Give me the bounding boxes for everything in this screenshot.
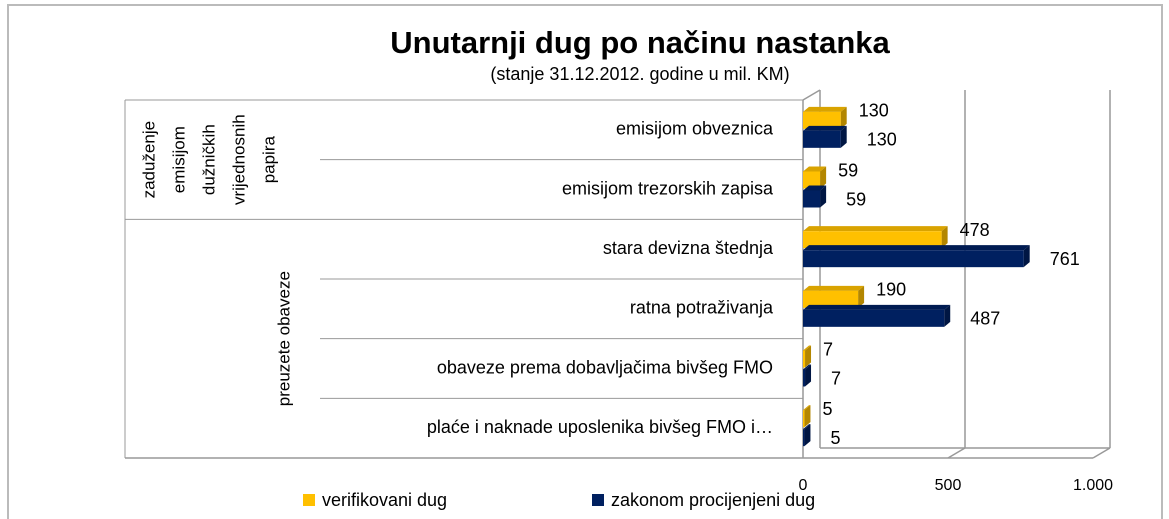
group-label: papira [259,135,278,183]
bar-depth [803,166,827,172]
bar-depth [840,106,847,129]
value-label: 190 [876,280,906,300]
value-label: 5 [822,399,832,419]
bar-depth [820,185,827,208]
bar [803,290,859,308]
wall-line [802,89,821,101]
value-label: 130 [867,130,897,150]
legend-swatch [592,494,604,506]
bar-depth [803,125,847,131]
y-tick-label: obaveze prema dobavljačima bivšeg FMO [437,357,773,377]
y-tick-label: plaće i naknade uposlenika bivšeg FMO i… [427,417,773,437]
group-label: dužničkih [199,124,218,195]
legend-label: zakonom procijenjeni dug [611,490,815,510]
bar-depth [803,424,811,430]
bar-depth [803,245,1030,251]
bar-depth [1023,245,1030,268]
chart-title: Unutarnji dug po načinu nastanka [390,25,890,60]
y-tick-label: ratna potraživanja [630,298,774,318]
value-label: 7 [831,368,841,388]
legend-swatch [303,494,315,506]
bar-depth [858,285,865,308]
grid-depth [1092,447,1111,459]
x-tick-label: 1.000 [1073,477,1113,494]
value-label: 7 [823,339,833,359]
group-label: emisijom [169,126,188,193]
bar [803,171,821,189]
bar-depth [944,304,951,327]
bar-depth [820,166,827,189]
value-label: 59 [838,160,858,180]
bar-depth [803,405,811,411]
group-label: preuzete obaveze [274,271,293,406]
value-label: 130 [859,101,889,121]
y-tick-label: emisijom trezorskih zapisa [562,178,774,198]
bar-depth [803,106,847,112]
y-tick-label: stara devizna štednja [603,238,774,258]
bar [803,429,805,447]
bar-depth [804,424,811,447]
value-label: 59 [846,189,866,209]
bar [803,250,1024,268]
legend-label: verifikovani dug [322,490,447,510]
bar [803,410,805,428]
bar [803,231,942,249]
bar [803,309,945,327]
bar-depth [803,364,812,370]
bar-depth [805,364,812,387]
bar [803,350,806,368]
bar-depth [803,304,951,310]
bar-depth [804,405,811,428]
bar-depth [941,226,948,249]
bar [803,111,841,129]
group-label: zaduženje [139,121,158,199]
value-label: 761 [1050,249,1080,269]
bar [803,190,821,208]
bar [803,130,841,148]
value-label: 487 [970,309,1000,329]
bar-depth [803,226,948,232]
bar [803,369,806,387]
bar-depth [803,285,865,291]
grid-depth [947,447,966,459]
x-tick-label: 500 [935,477,962,494]
value-label: 478 [960,220,990,240]
bar-depth [840,125,847,148]
group-label: vrijednosnih [229,114,248,205]
bar-depth [803,345,812,351]
bar-depth [805,345,812,368]
value-label: 5 [830,428,840,448]
x-tick-label: 0 [799,477,808,494]
bar-depth [803,185,827,191]
chart-subtitle: (stanje 31.12.2012. godine u mil. KM) [490,64,789,84]
y-tick-label: emisijom obveznica [616,119,774,139]
